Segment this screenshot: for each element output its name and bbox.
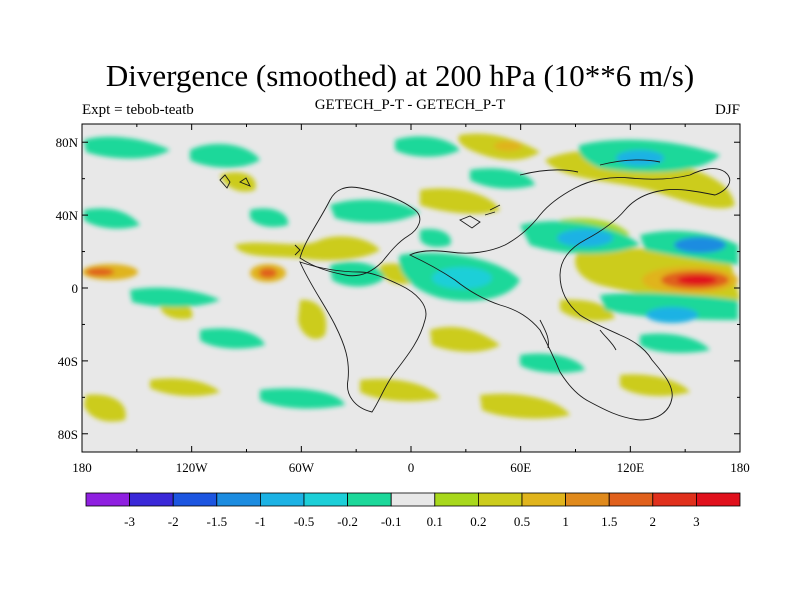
field-patch-negative bbox=[190, 143, 260, 168]
colorbar-box bbox=[259, 492, 305, 507]
axes: 180 120W 60W 0 60E 120E 180 80N 40N 0 40S 80S bbox=[56, 124, 750, 475]
coastline-island-north bbox=[219, 174, 231, 189]
colorbar-label: 2 bbox=[650, 514, 657, 529]
field-patch-negative bbox=[557, 229, 613, 247]
field-patch-negative bbox=[84, 136, 170, 159]
y-tick-label: 40N bbox=[56, 208, 79, 223]
field-patch-positive bbox=[298, 299, 327, 340]
field-patch-positive bbox=[620, 374, 690, 397]
colorbar-label: 0.5 bbox=[514, 514, 530, 529]
colorbar-label: 0.2 bbox=[470, 514, 486, 529]
field-patch-negative bbox=[84, 208, 140, 229]
field-patch-negative bbox=[600, 292, 738, 320]
field-patch-positive bbox=[677, 275, 717, 285]
x-tick-label: 120W bbox=[176, 460, 209, 475]
field-patch-positive bbox=[480, 393, 570, 419]
coastline-island-east bbox=[599, 329, 617, 351]
colorbar-label: -0.2 bbox=[337, 514, 358, 529]
chart-title: Divergence (smoothed) at 200 hPa (10**6 … bbox=[105, 58, 695, 93]
field-patch-negative bbox=[640, 333, 710, 353]
model-label: GETECH_P-T - GETECH_P-T bbox=[314, 97, 506, 113]
field-patch-negative bbox=[250, 208, 289, 228]
field-patch-positive bbox=[235, 236, 380, 261]
x-tick-label: 180 bbox=[730, 460, 750, 475]
field-patch-positive bbox=[86, 268, 114, 276]
field-patch-positive bbox=[420, 188, 500, 214]
x-tick-label: 60E bbox=[510, 460, 531, 475]
field-patch-positive bbox=[545, 150, 735, 209]
experiment-label: Expt = tebob-teatb bbox=[82, 102, 194, 118]
colorbar-label: 1.5 bbox=[601, 514, 617, 529]
coastline-arctic-east bbox=[599, 159, 661, 166]
colorbar-box bbox=[608, 492, 654, 507]
field-patch-negative bbox=[130, 287, 220, 307]
field-patch-negative bbox=[616, 150, 664, 166]
coastline-island-small bbox=[239, 177, 251, 187]
x-tick-label: 60W bbox=[289, 460, 315, 475]
season-label: DJF bbox=[714, 102, 740, 118]
coastline-arctic-north bbox=[519, 169, 579, 176]
field-patch-positive bbox=[150, 378, 220, 397]
coastline-island-west bbox=[294, 244, 301, 256]
colorbar-label: -3 bbox=[124, 514, 135, 529]
y-tick-label: 0 bbox=[72, 281, 79, 296]
field-patch-positive bbox=[84, 394, 126, 422]
colorbar-box bbox=[390, 492, 436, 507]
colorbar-label: -2 bbox=[168, 514, 179, 529]
colorbar-box bbox=[85, 492, 130, 507]
field-patch-negative bbox=[646, 307, 698, 323]
x-tick-label: 0 bbox=[408, 460, 415, 475]
y-tick-label: 80S bbox=[58, 427, 78, 442]
x-tick-label: 180 bbox=[72, 460, 92, 475]
colorbar-box bbox=[477, 492, 523, 507]
field-patch-positive bbox=[360, 379, 440, 402]
coastline-sea-north bbox=[489, 204, 501, 211]
colorbar-label: -0.1 bbox=[381, 514, 402, 529]
field-patch-negative bbox=[420, 229, 451, 248]
field-patch-positive bbox=[560, 299, 615, 321]
colorbar-box bbox=[172, 492, 218, 507]
colorbar-label: -1 bbox=[255, 514, 266, 529]
y-tick-label: 80N bbox=[56, 135, 79, 150]
coastline-sea-south bbox=[484, 211, 496, 216]
x-tick-label: 120E bbox=[617, 460, 645, 475]
coastlines bbox=[219, 159, 731, 421]
colorbar: -3 -2 -1.5 -1 -0.5 -0.2 -0.1 0.1 0.2 0.5 1 1.5 2 3 bbox=[85, 492, 741, 529]
field-patch-positive bbox=[220, 172, 256, 192]
coastline-peninsula bbox=[539, 319, 549, 349]
field-patch-positive bbox=[430, 326, 500, 352]
field-patch-negative bbox=[330, 199, 420, 223]
field-patch-negative bbox=[200, 328, 265, 349]
colorbar-box bbox=[216, 492, 261, 507]
colorbar-label: -1.5 bbox=[207, 514, 228, 529]
field-patch-negative bbox=[260, 388, 345, 409]
field-patch-negative bbox=[470, 168, 535, 189]
field-layer bbox=[82, 133, 740, 422]
coastline-inland-sea bbox=[459, 215, 481, 229]
field-patch-negative bbox=[330, 261, 385, 287]
colorbar-label: -0.5 bbox=[294, 514, 315, 529]
colorbar-box bbox=[434, 492, 479, 507]
field-patch-negative bbox=[395, 136, 460, 157]
colorbar-box bbox=[303, 492, 348, 507]
colorbar-box bbox=[565, 492, 610, 507]
coastline-south-america bbox=[299, 261, 427, 413]
colorbar-box bbox=[696, 492, 741, 507]
field-patch-negative bbox=[432, 267, 492, 289]
colorbar-box bbox=[521, 492, 566, 507]
colorbar-label: 0.1 bbox=[427, 514, 443, 529]
field-patch-negative bbox=[520, 353, 585, 373]
colorbar-box bbox=[129, 492, 174, 507]
coastline-africa-eurasia bbox=[408, 168, 731, 421]
colorbar-box bbox=[347, 492, 392, 507]
colorbar-label: 3 bbox=[693, 514, 700, 529]
y-tick-label: 40S bbox=[58, 354, 78, 369]
colorbar-label: 1 bbox=[562, 514, 569, 529]
field-patch-positive bbox=[494, 141, 522, 151]
coastline-north-america bbox=[299, 186, 421, 277]
colorbar-box bbox=[652, 492, 697, 507]
field-patch-positive bbox=[259, 268, 277, 278]
field-patch-negative bbox=[674, 237, 726, 253]
